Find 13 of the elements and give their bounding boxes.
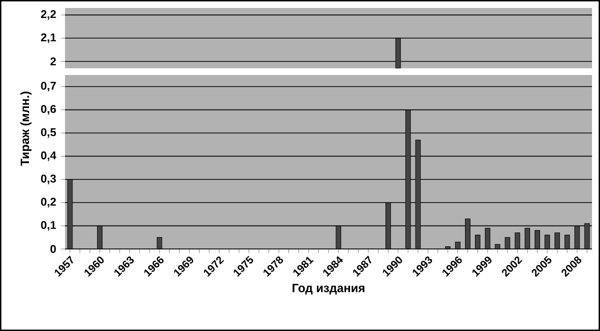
x-axis-title: Год издания [292,284,364,294]
y-tick-label: 2,1 [41,33,56,43]
y-tick-label: 0,1 [41,220,56,231]
y-tick-label: 0,2 [41,198,56,208]
y-tick-label: 0,6 [41,104,56,115]
y-tick-label: 2 [50,57,56,66]
y-tick-label: 0,4 [41,151,56,162]
y-tick-label: 0,5 [41,128,56,138]
y-axis-title: Тираж (млн.) [20,92,32,166]
y-tick-label: 2,2 [41,10,56,20]
y-tick-label: 0,3 [41,174,56,184]
y-tick-label: 0,7 [41,82,56,92]
y-tick-label: 0 [50,245,56,253]
